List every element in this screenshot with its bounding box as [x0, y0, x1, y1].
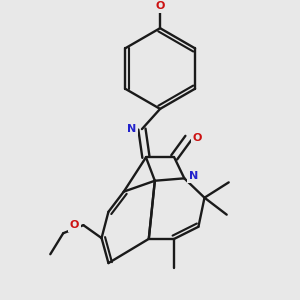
Text: O: O [70, 220, 79, 230]
Text: O: O [193, 133, 202, 143]
Text: N: N [127, 124, 136, 134]
Text: O: O [155, 1, 165, 11]
Text: N: N [189, 171, 198, 181]
